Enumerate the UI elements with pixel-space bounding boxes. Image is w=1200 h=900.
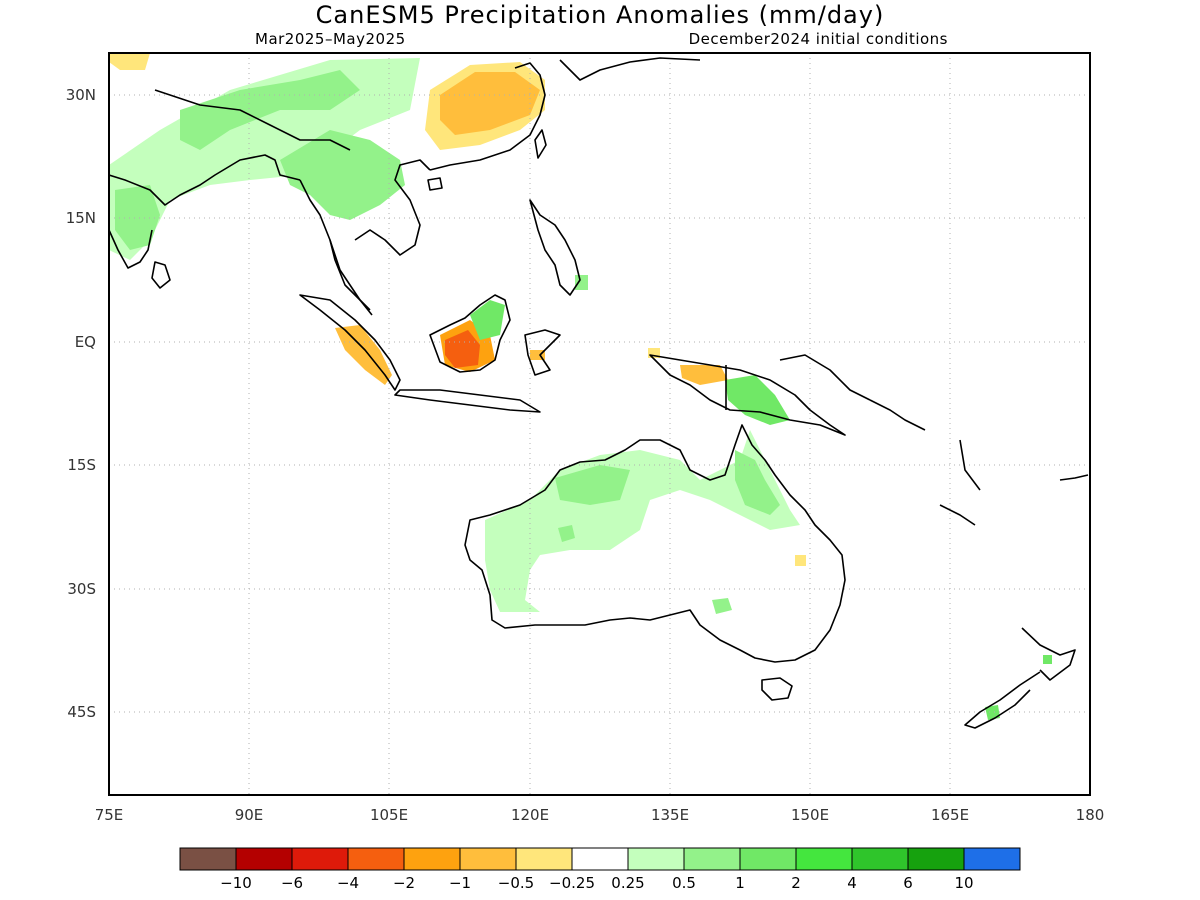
colorbar-label: 4 [847,874,857,892]
colorbar-swatch [515,847,573,871]
anomaly-borneo-wet [470,300,505,340]
lat-tick-label: 15S [67,456,96,474]
anomaly-china-dry-core [440,72,540,135]
lon-tick-label: 75E [95,806,124,824]
anomaly-shading [109,53,1052,720]
colorbar-label: −6 [281,874,303,892]
colorbar-swatch [403,847,461,871]
map-frame [108,52,1091,796]
anomaly-australia-north-core [555,465,630,505]
coast-srilanka [151,261,171,289]
coast-korea-japan [559,57,701,81]
coast-java [394,389,541,413]
colorbar-swatch [907,847,965,871]
colorbar-label: 2 [791,874,801,892]
lat-axis: 30N 15N EQ 15S 30S 45S [66,86,96,721]
anomaly-sumatra-dry [335,325,392,385]
anomaly-australia-east-dry [795,555,806,566]
colorbar-swatch [235,847,293,871]
coast-tasmania [761,677,793,701]
colorbar-swatch [627,847,685,871]
coast-taiwan [534,129,547,159]
anomaly-newguinea-wet [725,375,790,425]
anomaly-newguinea-dry [680,365,728,385]
lat-tick-label: EQ [75,333,96,351]
subtitle-period: Mar2025–May2025 [255,30,406,48]
coast-australia [464,424,846,663]
lon-tick-label: 165E [931,806,969,824]
lon-tick-label: 150E [791,806,829,824]
colorbar-label: 10 [954,874,973,892]
anomaly-borneo-dry-core [445,330,480,368]
colorbar-swatch [571,847,629,871]
colorbar-label: −0.5 [498,874,534,892]
colorbar-swatch [683,847,741,871]
coast-hainan [427,177,443,191]
colorbar [179,847,1021,871]
lat-tick-label: 15N [66,209,96,227]
colorbar-label: 0.25 [611,874,644,892]
colorbar-swatch [291,847,349,871]
colorbar-swatch [459,847,517,871]
coast-pacific-islands [939,439,1089,526]
coast-newguinea [649,354,846,436]
coast-sulawesi [524,329,561,376]
colorbar-swatch [851,847,909,871]
lon-tick-label: 90E [235,806,264,824]
colorbar-swatch [347,847,405,871]
colorbar-label: 6 [903,874,913,892]
coast-nz-north [1021,627,1076,681]
subtitle-initial-conditions: December2024 initial conditions [689,30,948,48]
colorbar-labels: −10 −6 −4 −2 −1 −0.5 −0.25 0.25 0.5 1 2 4 6 10 [220,874,973,892]
colorbar-label: −1 [449,874,471,892]
lon-tick-label: 105E [370,806,408,824]
map-title: CanESM5 Precipitation Anomalies (mm/day) [316,1,885,29]
lon-tick-label: 120E [511,806,549,824]
anomaly-india-wet [109,58,420,260]
coast-png-north [779,354,871,401]
map-panel [108,52,1091,796]
coast-himalaya-border [154,89,351,151]
coast-borneo [429,294,511,373]
anomaly-australia-east-core [735,450,780,515]
coast-india-west [109,229,153,269]
anomaly-himalaya-wet [180,70,360,150]
colorbar-label: −2 [393,874,415,892]
coast-nz-south [964,671,1041,729]
coast-solomon [869,399,926,431]
coast-philippines [529,199,581,296]
colorbar-label: 0.5 [672,874,696,892]
coastlines [109,57,1089,729]
coast-china [429,62,546,171]
colorbar-label: −0.25 [549,874,595,892]
colorbar-swatch [179,847,237,871]
colorbar-label: −4 [337,874,359,892]
anomaly-india-wet-core [115,185,160,250]
coast-sumatra [299,294,401,391]
lat-tick-label: 30N [66,86,96,104]
coast-malay [329,239,373,316]
colorbar-label: 1 [735,874,745,892]
lon-tick-label: 180 [1076,806,1105,824]
anomaly-indochina-wet [280,130,405,220]
colorbar-swatch [795,847,853,871]
lon-tick-label: 135E [651,806,689,824]
anomaly-australia-spot [558,525,575,542]
lat-tick-label: 45S [67,703,96,721]
anomaly-top-left-dry [109,53,150,70]
colorbar-swatch [963,847,1021,871]
anomaly-nz-wet-north [1043,655,1052,664]
colorbar-swatch [739,847,797,871]
anomaly-philippines-wet [575,275,588,290]
colorbar-label: −10 [220,874,252,892]
lon-axis: 75E 90E 105E 120E 135E 150E 165E 180 [95,806,1105,824]
anomaly-australia-south-spot [712,598,732,614]
coast-india [109,154,301,206]
lat-tick-label: 30S [67,580,96,598]
